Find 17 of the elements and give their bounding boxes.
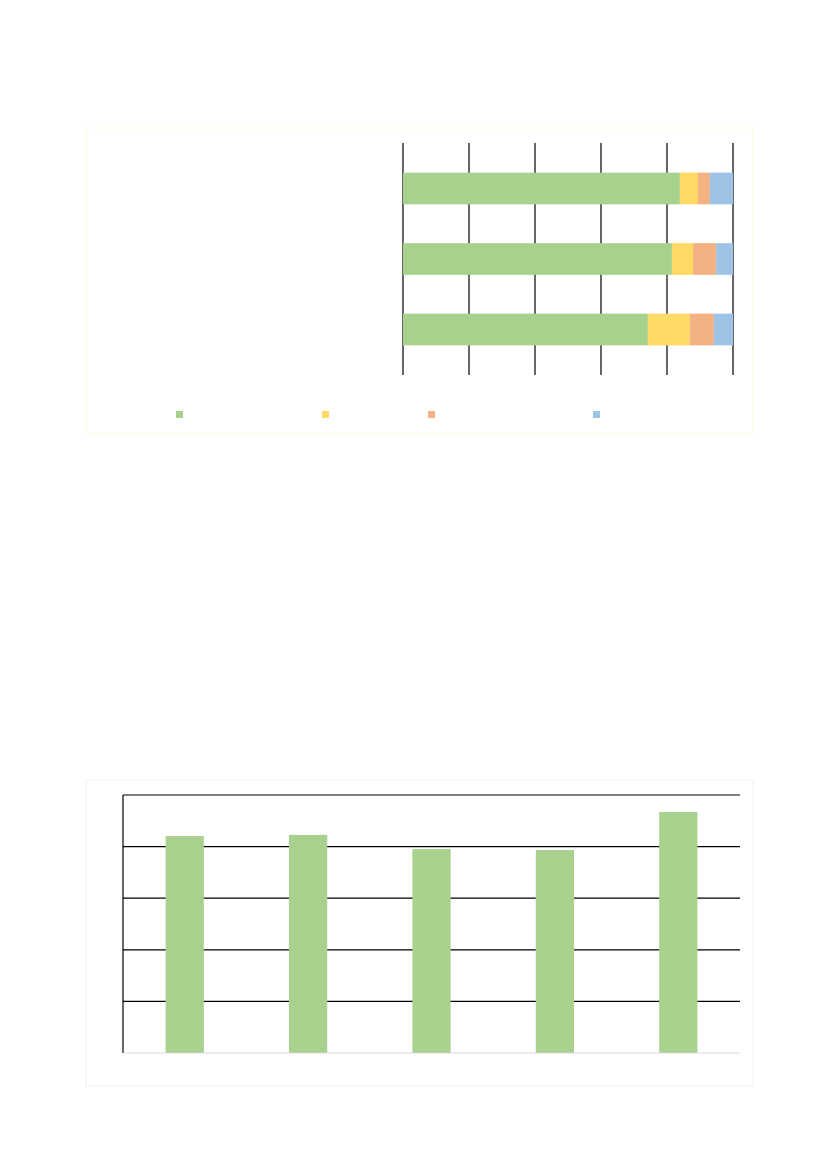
bar (647, 313, 690, 346)
bar (679, 172, 699, 205)
bar (288, 834, 328, 1053)
bar (671, 243, 694, 275)
bar (412, 849, 451, 1053)
bar (716, 243, 733, 275)
bar (713, 313, 733, 346)
bar (709, 172, 733, 205)
bar (693, 243, 717, 275)
bar (535, 850, 575, 1053)
bar (698, 172, 710, 205)
bar (403, 243, 672, 275)
bar (403, 172, 680, 205)
bar (403, 313, 648, 346)
bar (659, 812, 698, 1053)
bar (165, 836, 204, 1053)
bar (689, 313, 714, 346)
